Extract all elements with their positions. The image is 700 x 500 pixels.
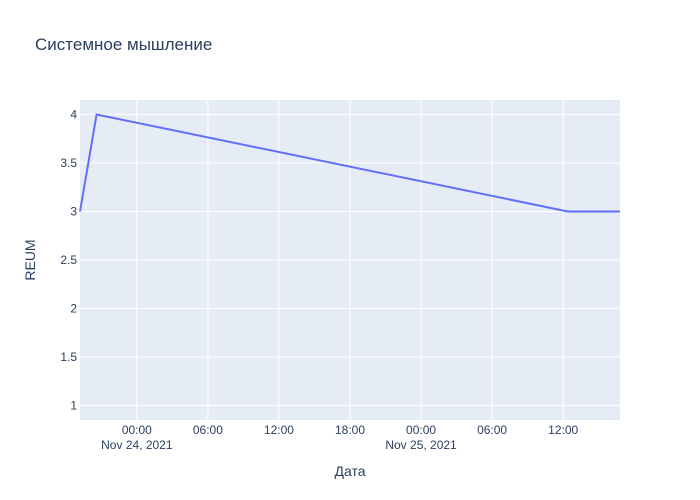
y-tick-label: 3.5 bbox=[60, 156, 77, 170]
x-tick-label: 06:00 bbox=[477, 423, 507, 437]
x-tick-date-label: Nov 25, 2021 bbox=[385, 438, 457, 452]
series-layer bbox=[79, 113, 620, 213]
chart-title: Системное мышление bbox=[35, 35, 212, 54]
y-tick-label: 1 bbox=[70, 398, 77, 412]
x-tick-date-label: Nov 24, 2021 bbox=[101, 438, 173, 452]
series-line bbox=[79, 113, 620, 213]
y-tick-label: 4 bbox=[70, 108, 77, 122]
x-tick-label: 00:00 bbox=[122, 423, 152, 437]
y-axis-title: REUM bbox=[22, 239, 38, 280]
x-tick-label: 00:00 bbox=[406, 423, 436, 437]
gridlines bbox=[80, 100, 620, 420]
x-tick-label: 06:00 bbox=[193, 423, 223, 437]
y-tick-label: 2 bbox=[70, 301, 77, 315]
y-tick-label: 3 bbox=[70, 205, 77, 219]
y-tick-label: 1.5 bbox=[60, 350, 77, 364]
y-tick-label: 2.5 bbox=[60, 253, 77, 267]
x-tick-label: 12:00 bbox=[264, 423, 294, 437]
x-tick-label: 12:00 bbox=[548, 423, 578, 437]
y-axis-ticks: 1 1.5 2 2.5 3 3.5 4 bbox=[60, 108, 77, 413]
x-axis-title: Дата bbox=[334, 463, 365, 479]
x-tick-label: 18:00 bbox=[335, 423, 365, 437]
